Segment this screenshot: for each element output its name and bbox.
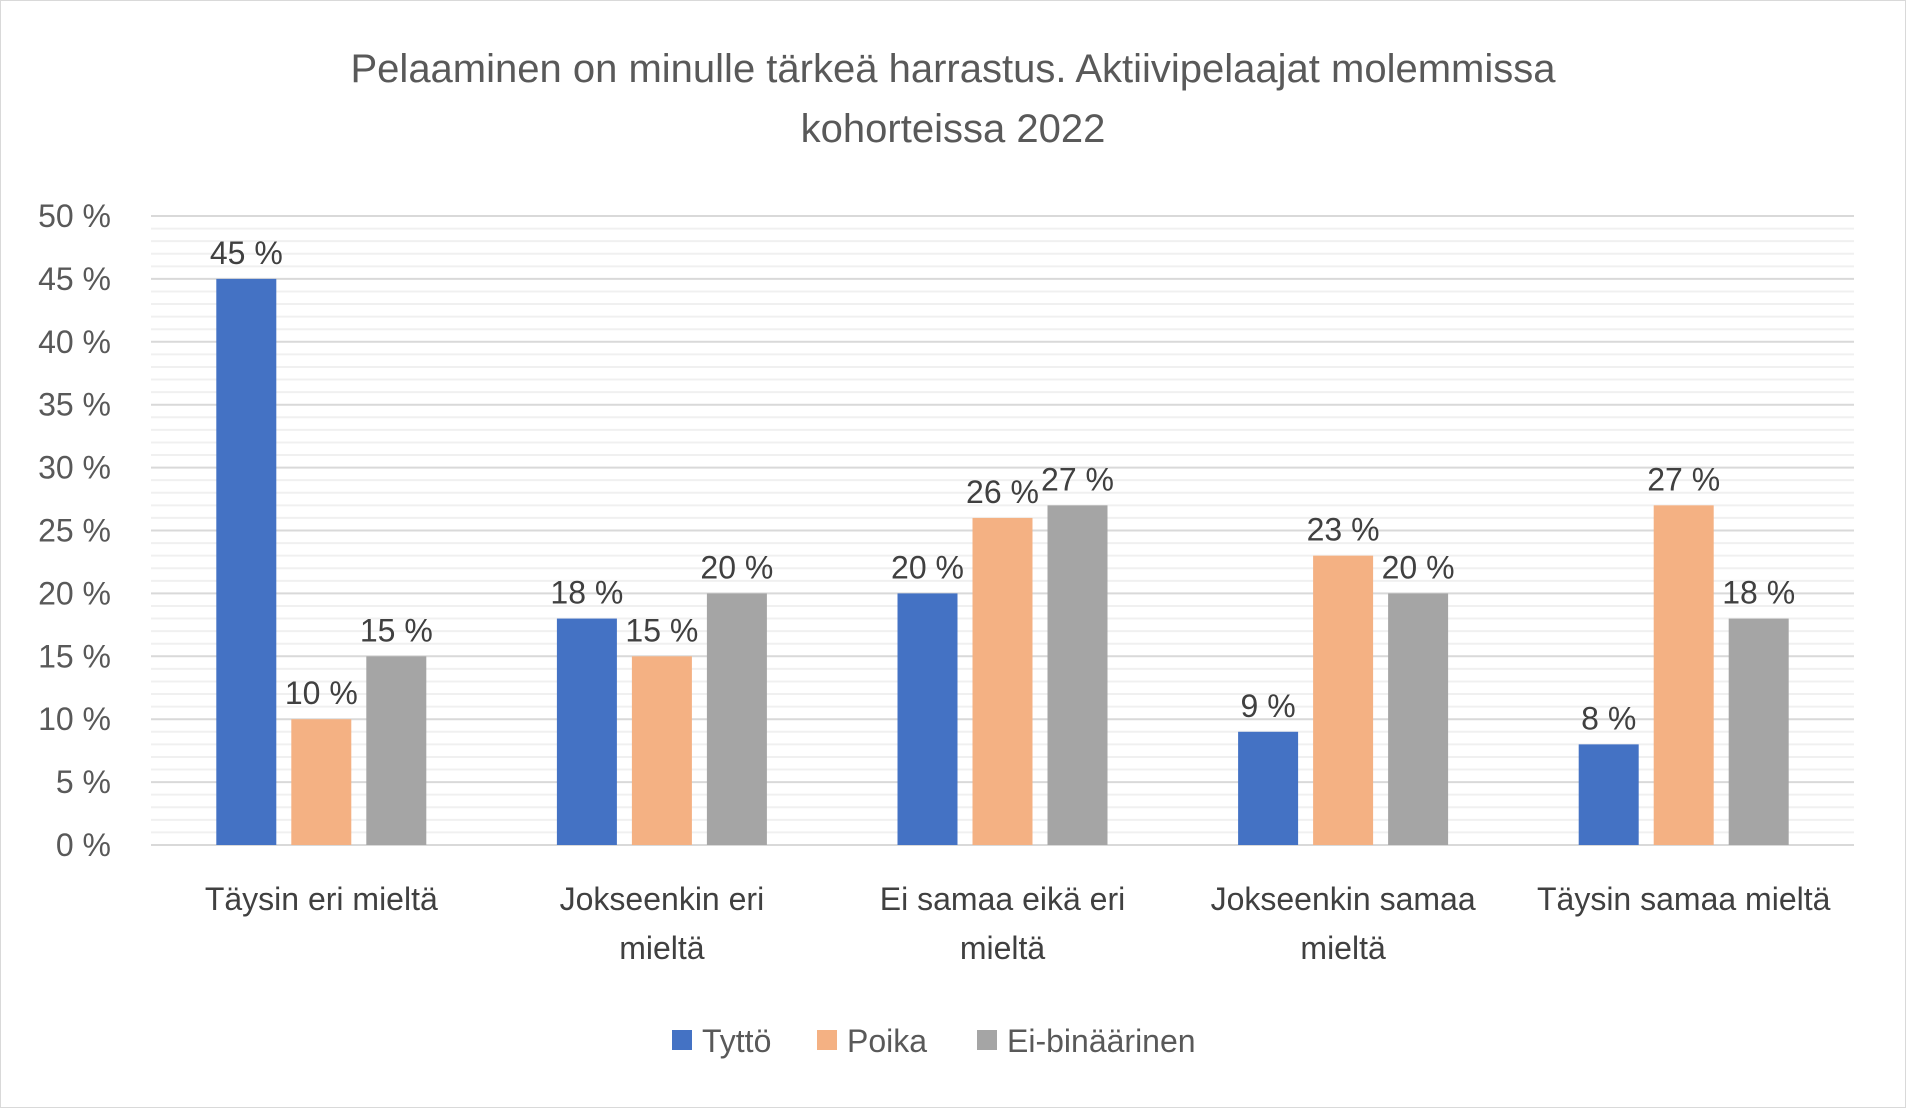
data-label: 27 % [1041,461,1114,497]
y-tick-label: 15 % [38,638,111,674]
bar-poika [291,719,352,845]
x-tick-label: Täysin eri mieltä [205,881,438,917]
bar-tytt- [556,618,617,845]
chart-title: kohorteissa 2022 [801,107,1106,151]
x-tick-label: mieltä [960,930,1046,966]
data-label: 15 % [625,612,698,648]
data-label: 20 % [891,549,964,585]
data-label: 45 % [210,235,283,271]
y-tick-label: 30 % [38,450,111,486]
data-label: 18 % [1722,575,1795,611]
bar-poika [1313,555,1374,845]
y-tick-label: 0 % [56,827,111,863]
y-tick-label: 20 % [38,575,111,611]
data-label: 23 % [1307,512,1380,548]
chart-title: Pelaaminen on minulle tärkeä harrastus. … [351,47,1557,91]
data-label: 20 % [1382,549,1455,585]
data-label: 18 % [550,575,623,611]
bar-tytt- [216,278,277,845]
data-label: 27 % [1647,461,1720,497]
x-tick-label: Täysin samaa mieltä [1537,881,1831,917]
data-label: 8 % [1581,700,1636,736]
x-tick-label: Ei samaa eikä eri [880,881,1125,917]
data-label: 15 % [360,612,433,648]
data-label: 20 % [700,549,773,585]
legend-swatch [672,1030,692,1050]
y-tick-label: 50 % [38,198,111,234]
legend-swatch [817,1030,837,1050]
bar-poika [972,517,1033,845]
bar-ei-bin-rinen [1388,593,1449,845]
legend-swatch [977,1030,997,1050]
y-tick-label: 35 % [38,387,111,423]
y-tick-label: 40 % [38,324,111,360]
bar-ei-bin-rinen [366,656,427,845]
y-tick-label: 45 % [38,261,111,297]
bar-tytt- [1578,744,1639,845]
data-label: 10 % [285,675,358,711]
bar-ei-bin-rinen [1047,505,1108,845]
bar-ei-bin-rinen [706,593,767,845]
bar-tytt- [1238,731,1299,845]
y-tick-label: 10 % [38,701,111,737]
x-tick-label: Jokseenkin eri [560,881,765,917]
y-tick-label: 5 % [56,764,111,800]
x-tick-label: mieltä [1300,930,1386,966]
y-tick-label: 25 % [38,513,111,549]
legend-label: Ei-binäärinen [1007,1023,1196,1059]
legend-label: Poika [847,1023,927,1059]
data-label: 9 % [1241,688,1296,724]
legend-label: Tyttö [702,1023,771,1059]
data-label: 26 % [966,474,1039,510]
bar-poika [631,656,692,845]
bar-ei-bin-rinen [1728,618,1789,845]
bar-tytt- [897,593,958,845]
bar-poika [1653,505,1714,845]
x-tick-label: Jokseenkin samaa [1211,881,1476,917]
x-tick-label: mieltä [619,930,705,966]
